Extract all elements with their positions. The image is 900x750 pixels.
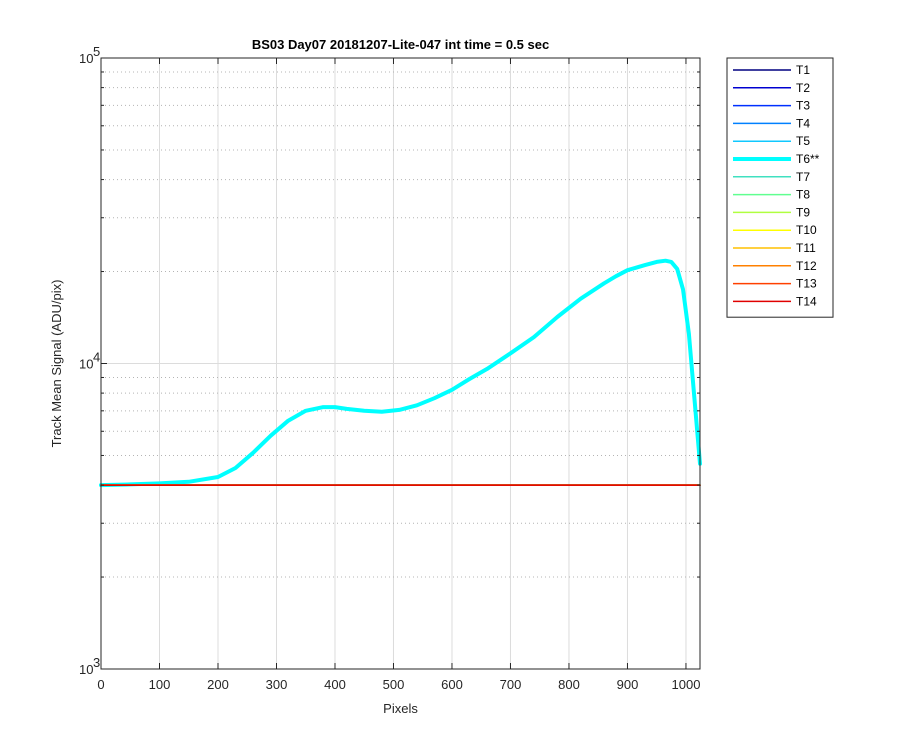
legend-label: T13 [796, 277, 817, 291]
x-tick-label: 100 [149, 677, 171, 692]
x-tick-label: 1000 [672, 677, 701, 692]
legend-item: T2 [733, 81, 810, 95]
y-tick-label-exponent: 4 [93, 350, 100, 365]
grid-lines [101, 58, 700, 669]
y-tick-label-exponent: 3 [93, 655, 100, 670]
legend-label: T3 [796, 99, 810, 113]
x-tick-label: 800 [558, 677, 580, 692]
legend-label: T8 [796, 188, 810, 202]
legend-label: T11 [796, 241, 816, 255]
legend-item: T13 [733, 277, 817, 291]
legend-label: T4 [796, 116, 810, 130]
legend-items: T1 T2 T3 T4 T5 T6** T7 T8 T9 T10 T11 T12 T13 T14 [733, 63, 820, 308]
legend-item: T7 [733, 170, 810, 184]
x-tick-label: 300 [266, 677, 288, 692]
y-tick-label: 10 3 [79, 655, 100, 677]
legend-label: T1 [796, 63, 810, 77]
legend-label: T5 [796, 134, 810, 148]
legend-label: T14 [796, 294, 817, 308]
x-tick-label: 700 [500, 677, 522, 692]
legend-item: T5 [733, 134, 810, 148]
x-tick-label: 0 [97, 677, 104, 692]
y-tick-label: 10 5 [79, 44, 100, 66]
tick-marks [100, 57, 700, 670]
legend-label: T9 [796, 205, 810, 219]
legend-item: T4 [733, 116, 810, 130]
y-tick-label-base: 10 [79, 662, 93, 677]
legend-label: T10 [796, 223, 817, 237]
y-tick-label-base: 10 [79, 51, 93, 66]
legend-label: T12 [796, 259, 817, 273]
legend-item: T10 [733, 223, 817, 237]
legend-item: T3 [733, 99, 810, 113]
x-tick-label: 600 [441, 677, 463, 692]
legend-item: T6** [733, 152, 820, 166]
x-tick-label: 500 [383, 677, 405, 692]
legend-item: T1 [733, 63, 810, 77]
chart-title: BS03 Day07 20181207-Lite-047 int time = … [252, 37, 549, 52]
x-axis-title: Pixels [383, 701, 418, 716]
y-tick-label-exponent: 5 [93, 44, 100, 59]
series-line-t6 [99, 258, 702, 488]
legend-box [726, 57, 834, 318]
series-lines [99, 258, 702, 488]
legend-item: T12 [733, 259, 817, 273]
y-tick-label-base: 10 [79, 357, 93, 372]
x-tick-label: 200 [207, 677, 229, 692]
legend: T1 T2 T3 T4 T5 T6** T7 T8 T9 T10 T11 T12 T13 T14 [726, 57, 834, 318]
x-tick-labels: 0 100 200 300 400 500 600 700 800 900 1000 [97, 677, 700, 692]
legend-item: T9 [733, 205, 810, 219]
legend-item: T14 [733, 294, 817, 308]
legend-label: T7 [796, 170, 810, 184]
legend-item: T8 [733, 188, 810, 202]
legend-label: T6** [796, 152, 820, 166]
x-tick-label: 900 [617, 677, 639, 692]
legend-label: T2 [796, 81, 810, 95]
legend-item: T11 [733, 241, 816, 255]
y-tick-label: 10 4 [79, 350, 100, 372]
x-tick-label: 400 [324, 677, 346, 692]
y-axis-title: Track Mean Signal (ADU/pix) [49, 280, 64, 448]
